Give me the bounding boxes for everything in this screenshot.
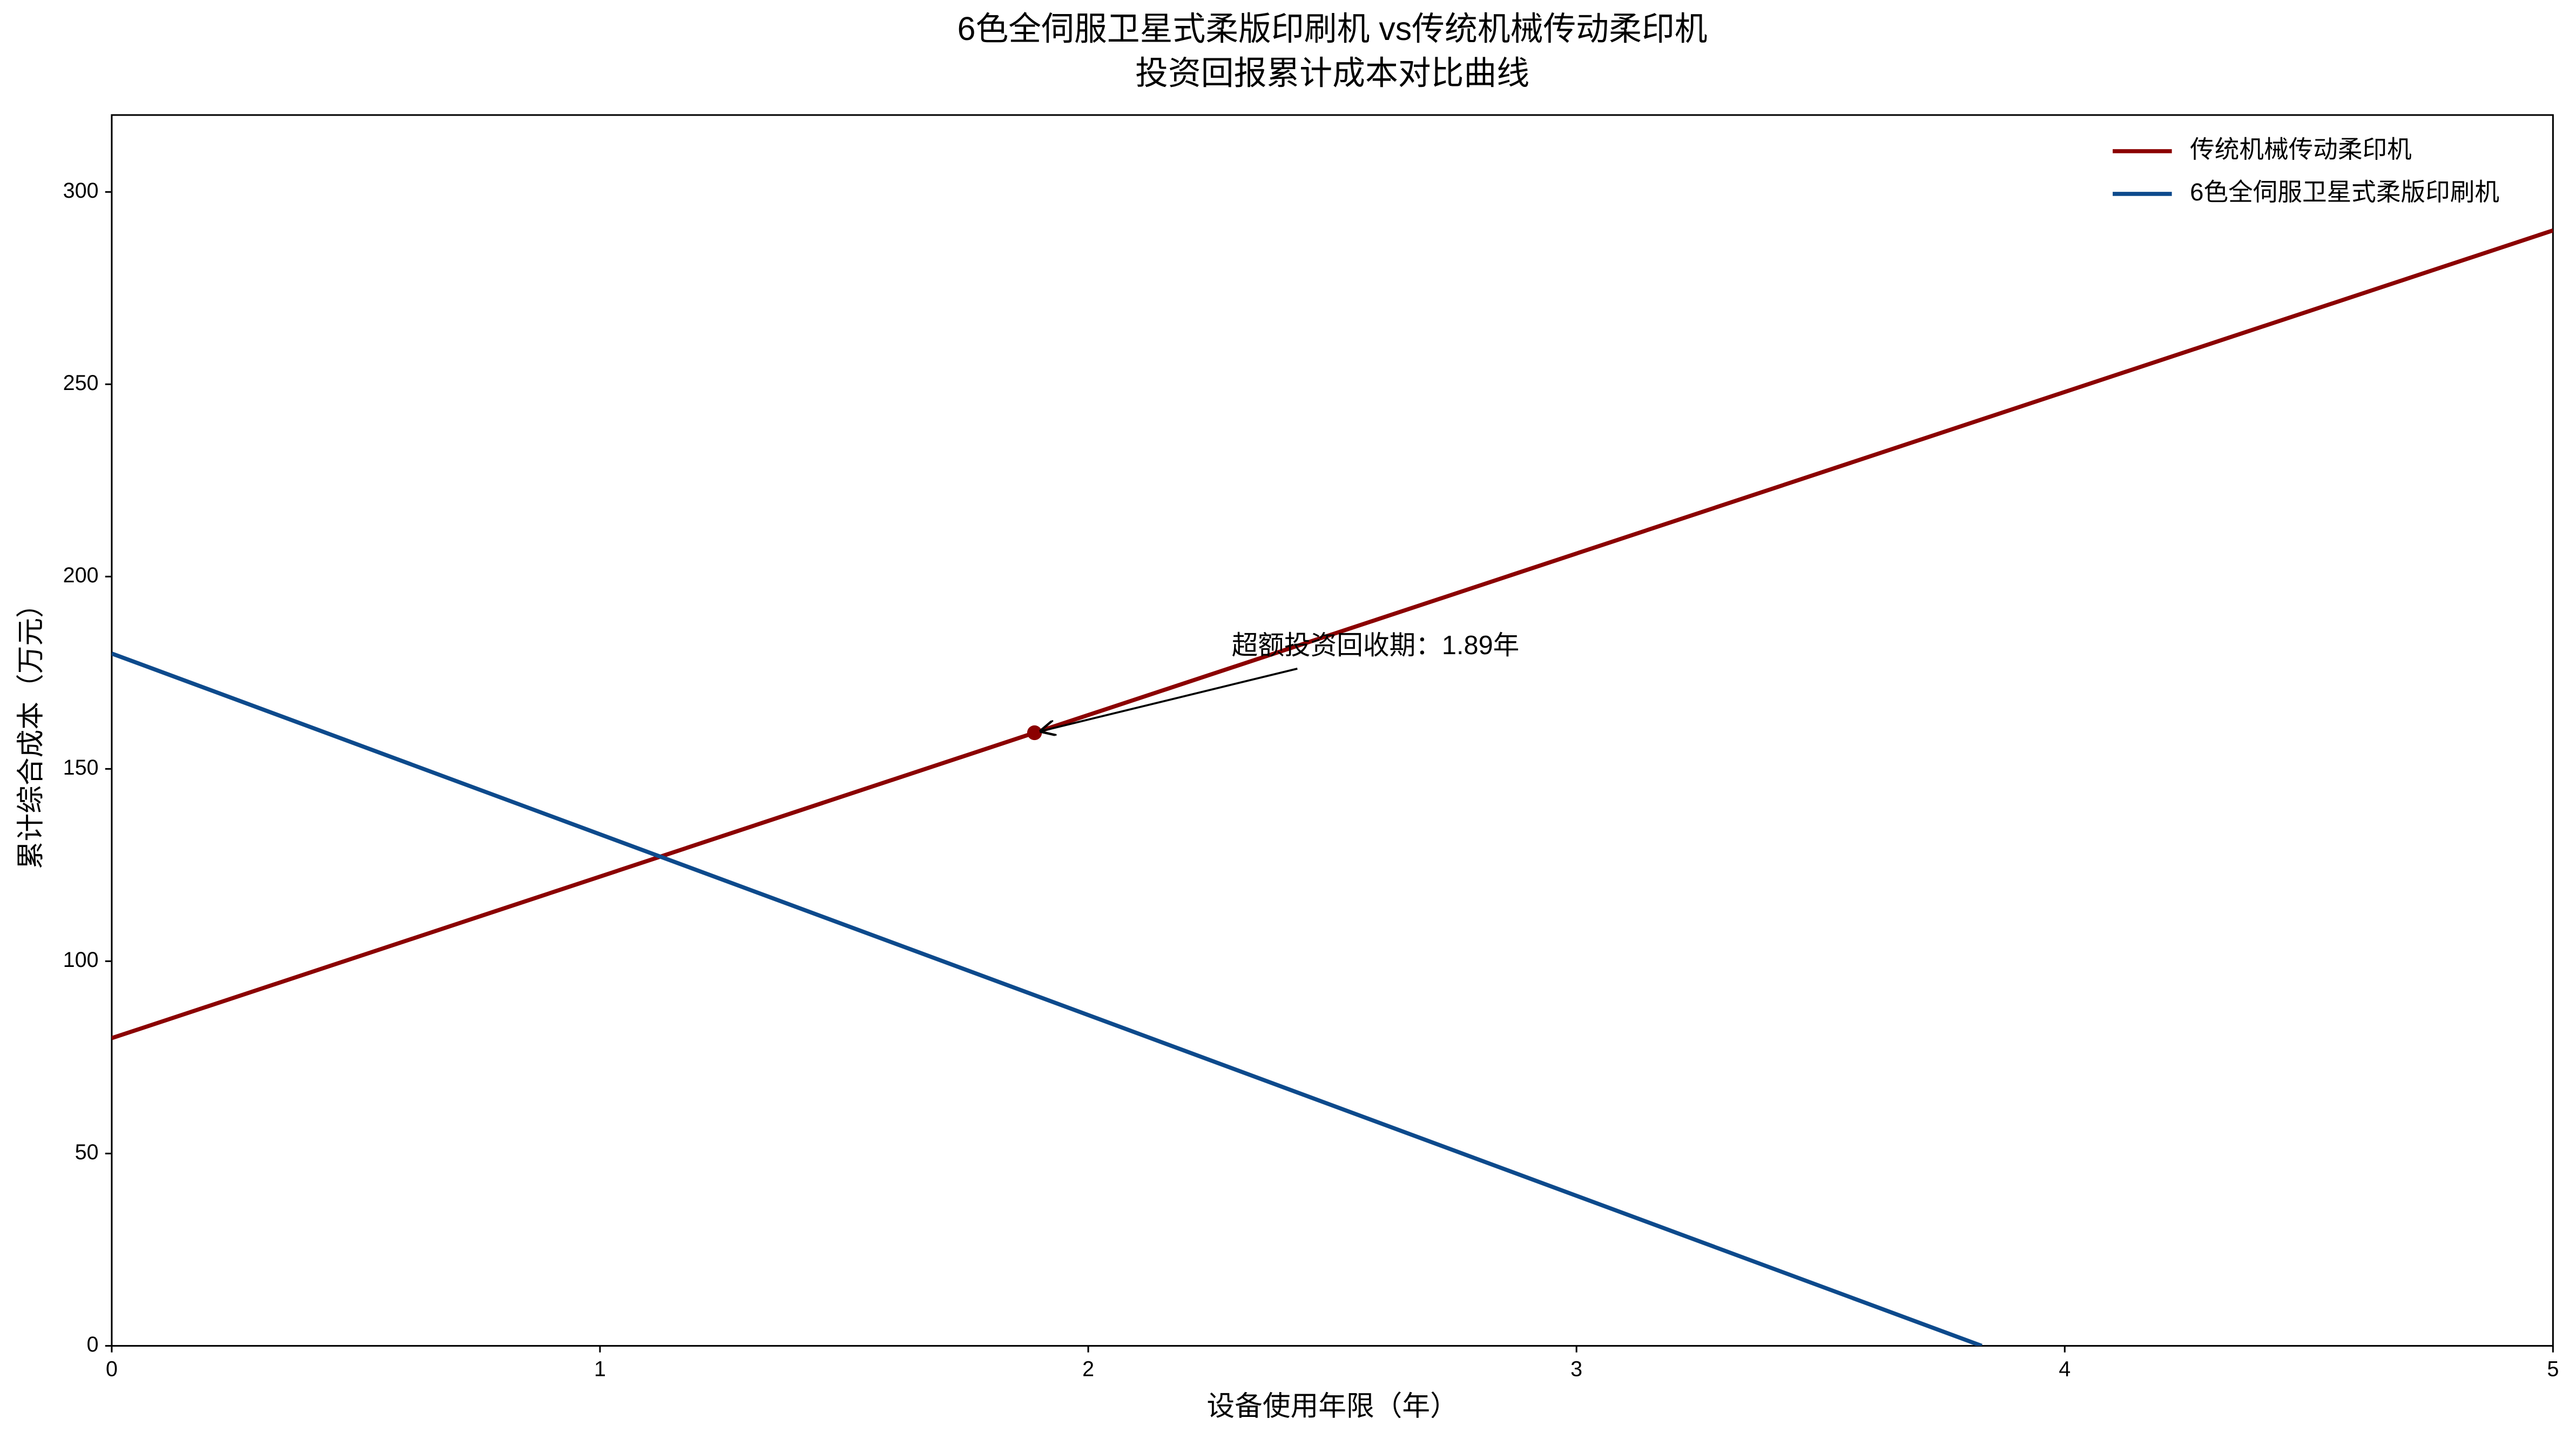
y-tick-label: 100 <box>63 948 99 972</box>
y-tick-label: 250 <box>63 371 99 395</box>
x-tick-label: 3 <box>1570 1357 1582 1381</box>
annotation-arrow <box>1041 668 1298 731</box>
y-tick-label: 150 <box>63 756 99 779</box>
chart-title: 投资回报累计成本对比曲线 <box>1135 55 1529 91</box>
y-tick-label: 300 <box>63 179 99 203</box>
x-tick-label: 2 <box>1082 1357 1094 1381</box>
legend-label: 传统机械传动柔印机 <box>2190 136 2412 163</box>
annotation-point <box>1027 725 1042 741</box>
y-tick-label: 200 <box>63 563 99 587</box>
x-tick-label: 5 <box>2547 1357 2559 1381</box>
series-line <box>111 651 1982 1346</box>
y-tick-label: 0 <box>87 1333 99 1356</box>
x-tick-label: 1 <box>594 1357 606 1381</box>
series-line <box>111 228 2553 1040</box>
x-tick-label: 0 <box>106 1357 118 1381</box>
annotation-text: 超额投资回收期：1.89年 <box>1232 631 1520 660</box>
plot-frame <box>111 114 2554 1347</box>
y-axis-label: 累计综合成本（万元） <box>15 590 46 869</box>
plot-area <box>111 228 2553 1346</box>
y-tick-label: 50 <box>75 1140 99 1164</box>
chart-title: 6色全伺服卫星式柔版印刷机 vs传统机械传动柔印机 <box>957 10 1708 47</box>
x-tick-label: 4 <box>2059 1357 2071 1381</box>
legend-label: 6色全伺服卫星式柔版印刷机 <box>2190 178 2499 206</box>
x-axis-label: 设备使用年限（年） <box>1206 1390 1458 1422</box>
